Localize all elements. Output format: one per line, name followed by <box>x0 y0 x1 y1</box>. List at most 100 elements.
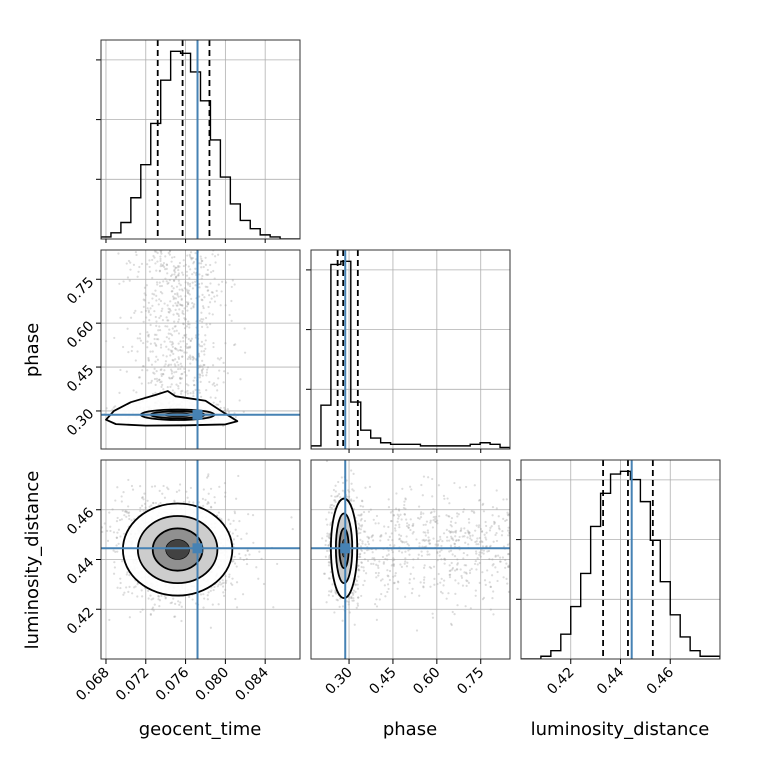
scatter-point <box>207 492 210 495</box>
scatter-point <box>171 345 174 348</box>
scatter-point <box>476 563 479 566</box>
scatter-point <box>171 376 174 380</box>
scatter-point <box>169 274 173 278</box>
scatter-point <box>170 601 174 604</box>
scatter-point <box>412 524 415 527</box>
scatter-point <box>357 568 360 571</box>
scatter-point <box>161 383 164 386</box>
scatter-point <box>180 304 184 307</box>
scatter-point <box>444 558 447 561</box>
scatter-point <box>184 263 187 266</box>
scatter-point <box>209 487 213 490</box>
scatter-point <box>465 579 468 582</box>
scatter-point <box>469 534 472 538</box>
scatter-point <box>176 304 179 307</box>
scatter-point <box>392 563 395 566</box>
scatter-point <box>325 601 328 604</box>
scatter-point <box>404 595 407 598</box>
scatter-point <box>334 592 338 595</box>
scatter-point <box>214 396 217 400</box>
scatter-point <box>182 312 185 316</box>
scatter-point <box>140 589 143 592</box>
scatter-point <box>200 257 203 260</box>
scatter-point <box>179 348 182 352</box>
scatter-point <box>207 591 210 594</box>
scatter-point <box>386 583 390 586</box>
scatter-point <box>204 347 207 350</box>
scatter-point <box>183 351 186 354</box>
scatter-point <box>482 596 486 599</box>
scatter-point <box>440 577 443 580</box>
scatter-point <box>173 292 177 296</box>
scatter-point <box>129 268 132 271</box>
scatter-point <box>124 509 127 513</box>
scatter-point <box>166 272 169 275</box>
scatter-point <box>213 496 216 499</box>
scatter-point <box>439 538 442 541</box>
scatter-point <box>164 277 167 280</box>
scatter-point <box>159 299 163 303</box>
scatter-point <box>141 608 144 611</box>
scatter-point <box>187 283 190 286</box>
scatter-point <box>149 613 152 616</box>
scatter-point <box>182 273 185 276</box>
scatter-point <box>220 290 223 293</box>
scatter-point <box>418 517 421 520</box>
scatter-point <box>424 534 427 537</box>
scatter-point <box>453 569 457 572</box>
scatter-point <box>158 378 161 381</box>
scatter-point <box>497 524 500 528</box>
scatter-point <box>171 389 174 392</box>
scatter-point <box>205 273 208 276</box>
scatter-point <box>173 391 176 394</box>
scatter-point <box>194 280 197 283</box>
scatter-point <box>210 291 214 294</box>
scatter-point <box>428 553 431 556</box>
scatter-point <box>174 266 177 269</box>
scatter-point <box>193 303 196 306</box>
scatter-point <box>203 363 206 367</box>
scatter-point <box>463 535 466 538</box>
scatter-point <box>207 305 210 309</box>
scatter-point <box>101 530 104 534</box>
scatter-point <box>228 575 231 578</box>
scatter-point <box>491 564 494 567</box>
scatter-point <box>194 267 197 270</box>
scatter-point <box>197 282 201 286</box>
scatter-point <box>171 289 174 293</box>
scatter-point <box>328 561 331 564</box>
scatter-point <box>386 574 389 577</box>
scatter-point <box>182 501 185 504</box>
scatter-point <box>339 496 342 499</box>
scatter-point <box>481 571 484 574</box>
scatter-point <box>206 366 210 369</box>
scatter-point <box>352 489 355 492</box>
scatter-point <box>212 382 216 385</box>
scatter-point <box>139 339 143 342</box>
scatter-point <box>179 367 182 371</box>
scatter-point <box>201 371 204 374</box>
scatter-point <box>451 610 454 614</box>
scatter-point <box>168 328 171 331</box>
scatter-point <box>200 350 203 353</box>
scatter-point <box>115 520 119 523</box>
scatter-point <box>403 512 406 516</box>
scatter-point <box>232 343 236 347</box>
scatter-point <box>419 581 422 584</box>
scatter-point <box>201 497 205 501</box>
scatter-point <box>149 612 152 616</box>
scatter-point <box>233 562 237 565</box>
scatter-point <box>187 356 190 359</box>
scatter-point <box>192 392 195 395</box>
scatter-point <box>180 288 184 291</box>
scatter-point <box>212 401 215 404</box>
scatter-point <box>162 484 165 488</box>
scatter-point <box>507 565 510 568</box>
scatter-point <box>172 265 175 268</box>
scatter-point <box>226 372 229 375</box>
scatter-point <box>204 498 207 501</box>
scatter-point <box>127 512 130 515</box>
scatter-point <box>387 498 390 501</box>
scatter-point <box>117 528 121 531</box>
scatter-point <box>140 310 143 314</box>
